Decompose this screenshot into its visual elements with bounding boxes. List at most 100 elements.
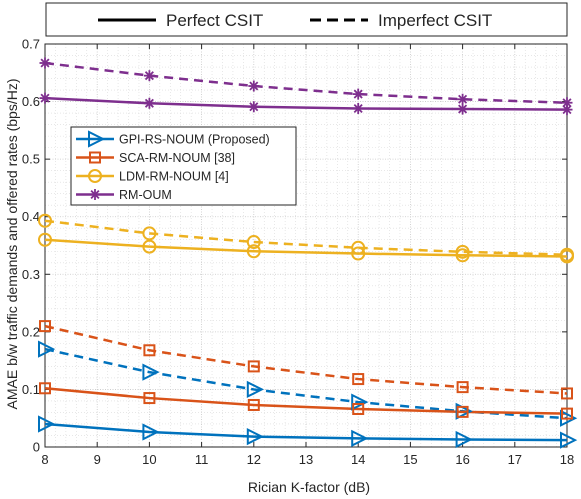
asterisk-stroke [90, 189, 100, 200]
data-point-7-2 [248, 80, 260, 92]
square-marker [39, 320, 51, 333]
legend-imperfect-csit: Imperfect CSIT [378, 11, 492, 30]
series-line-6 [44, 96, 568, 111]
circle-marker [142, 239, 157, 254]
method-legend-label: LDM-RM-NOUM [4] [119, 170, 229, 184]
y-tick-label: 0.2 [22, 324, 40, 339]
triangle-marker [142, 363, 160, 381]
series-line-2 [44, 387, 568, 415]
circle-marker [246, 235, 261, 250]
x-tick-label: 11 [195, 452, 209, 467]
asterisk-stroke [40, 58, 50, 68]
style-legend: Perfect CSIT Imperfect CSIT [45, 2, 568, 37]
square-marker [39, 382, 51, 395]
triangle-marker [455, 430, 473, 449]
method-legend-label: SCA-RM-NOUM [38] [119, 151, 235, 165]
y-tick-label: 0.3 [22, 267, 40, 282]
square-marker [89, 151, 101, 164]
circle-marker [351, 246, 366, 261]
series-line-5 [44, 219, 568, 256]
circle-marker [38, 213, 52, 228]
legend-perfect-csit: Perfect CSIT [166, 11, 263, 30]
data-point-1-0 [38, 340, 56, 358]
asterisk-stroke [458, 104, 468, 114]
data-point-6-0 [39, 92, 51, 104]
x-tick-label: 10 [142, 452, 156, 467]
square-marker [247, 360, 260, 373]
triangle-marker [142, 423, 160, 441]
data-point-6-1 [143, 97, 155, 109]
data-point-4-2 [246, 244, 261, 259]
asterisk-stroke [353, 103, 363, 114]
data-point-6-2 [248, 101, 260, 113]
square-marker [247, 398, 260, 411]
data-point-1-3 [351, 393, 369, 411]
data-point-5-5 [560, 247, 574, 262]
square-marker [143, 344, 156, 357]
asterisk-marker [143, 70, 155, 82]
data-point-3-5 [561, 387, 573, 400]
asterisk-stroke [144, 98, 154, 108]
asterisk-marker [39, 92, 51, 104]
y-tick-label: 0.6 [22, 94, 40, 109]
series-line-0 [44, 422, 568, 442]
y-axis-label: AMAE b/w traffic demands and offered rat… [4, 79, 20, 410]
data-point-1-1 [142, 363, 160, 381]
data-point-1-2 [246, 380, 265, 399]
y-tick-label: 0.1 [22, 382, 40, 397]
x-tick-label: 14 [351, 452, 365, 467]
data-point-5-1 [142, 226, 157, 241]
asterisk-marker [248, 101, 260, 113]
data-point-5-4 [455, 244, 470, 259]
asterisk-marker [457, 103, 469, 115]
asterisk-stroke [249, 102, 259, 112]
asterisk-marker [39, 57, 51, 69]
data-point-6-4 [457, 103, 469, 115]
asterisk-stroke [40, 93, 50, 103]
asterisk-marker [352, 88, 364, 100]
x-axis-label: Rician K-factor (dB) [248, 479, 370, 495]
circle-marker [88, 169, 102, 183]
data-point-2-1 [143, 392, 156, 405]
data-point-6-3 [352, 102, 364, 114]
data-point-3-4 [456, 381, 469, 394]
data-point-7-3 [352, 88, 364, 100]
square-marker [143, 392, 156, 405]
triangle-marker [38, 415, 56, 433]
data-point-2-3 [352, 403, 365, 416]
data-point-7-4 [457, 93, 469, 105]
x-tick-label: 12 [247, 452, 261, 467]
circle-marker [455, 244, 470, 259]
circle-marker [351, 240, 366, 255]
series-line-3 [44, 324, 568, 395]
asterisk-marker [248, 80, 260, 92]
method-legend-label: RM-OUM [119, 188, 172, 202]
data-point-5-2 [246, 235, 261, 250]
data-point-7-1 [143, 70, 155, 82]
data-point-2-4 [456, 405, 469, 418]
y-tick-label: 0.7 [22, 37, 40, 52]
data-point-3-0 [39, 320, 51, 333]
asterisk-stroke [562, 98, 572, 108]
data-point-5-3 [351, 240, 366, 255]
y-tick-label: 0.4 [22, 209, 40, 224]
square-marker [561, 407, 573, 420]
square-marker [352, 373, 365, 386]
data-point-4-1 [142, 239, 157, 254]
data-point-2-0 [39, 382, 51, 395]
series-markers [38, 57, 578, 449]
circle-marker [246, 244, 261, 259]
data-point-3-2 [247, 360, 260, 373]
asterisk-marker [89, 189, 101, 200]
triangle-marker [246, 428, 265, 446]
y-tick-label: 0 [33, 440, 40, 455]
data-point-0-0 [38, 415, 56, 433]
data-point-4-3 [351, 246, 366, 261]
x-tick-label: 8 [41, 452, 48, 467]
triangle-marker [351, 429, 369, 447]
asterisk-stroke [562, 105, 572, 115]
square-marker [352, 403, 365, 416]
square-marker [561, 387, 573, 400]
data-point-0-5 [560, 431, 578, 449]
